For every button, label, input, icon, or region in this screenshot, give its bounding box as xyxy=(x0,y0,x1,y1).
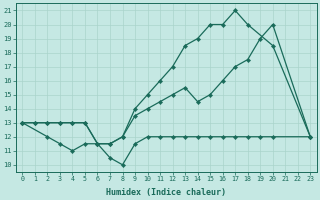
X-axis label: Humidex (Indice chaleur): Humidex (Indice chaleur) xyxy=(106,188,226,197)
